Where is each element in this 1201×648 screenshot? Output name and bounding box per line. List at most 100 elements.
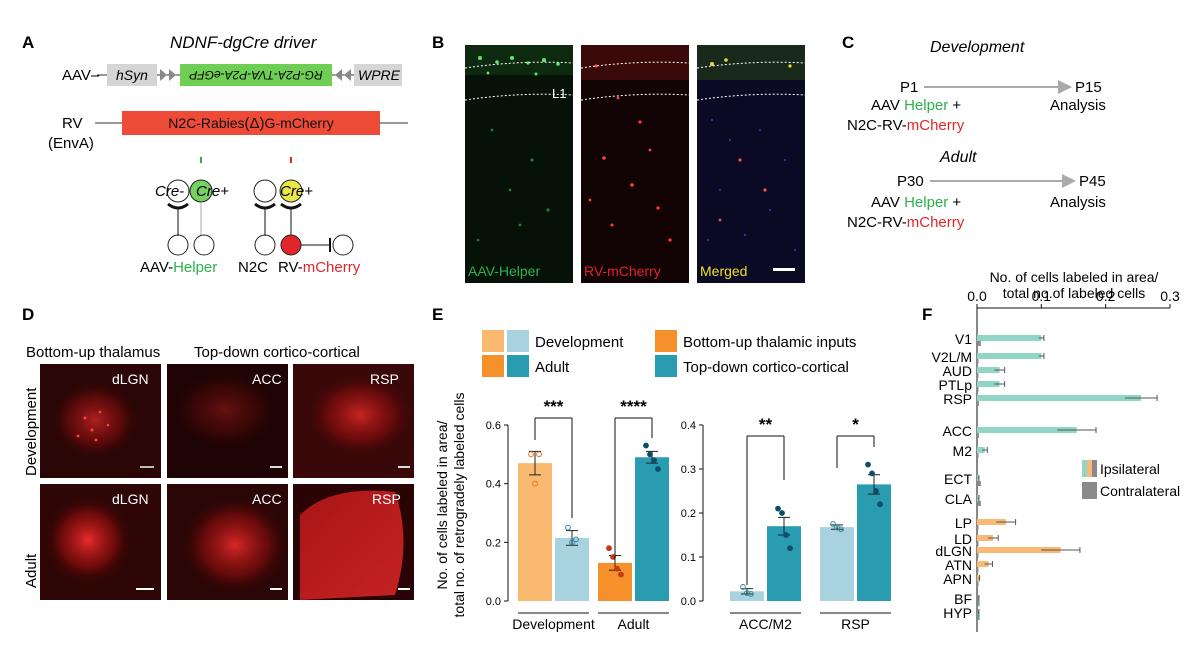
ipsilateral-bar (977, 335, 1042, 341)
cre-plus-label-2: Cre+ (280, 183, 313, 200)
micro-helper-label: AAV-Helper (468, 263, 540, 279)
contralateral-bar (977, 401, 979, 406)
panel-e: Development Adult Bottom-up thalamic inp… (434, 330, 856, 617)
y-tick-label: 0.6 (486, 420, 501, 432)
adult-aav-helper: AAV Helper + (871, 194, 961, 211)
category-label: M2 (953, 443, 973, 459)
ipsilateral-bar (977, 427, 1077, 433)
data-point (569, 539, 575, 546)
hsyn-label: hSyn (116, 67, 148, 83)
f-legend-swatch-ipsi-3 (1092, 460, 1097, 477)
ipsilateral-bar (977, 575, 979, 581)
y-tick-label: 0.2 (681, 508, 696, 520)
n2c-target-cell (254, 234, 276, 256)
data-point (618, 571, 624, 578)
contralateral-bar (977, 615, 980, 620)
y-tick-label: 0.0 (681, 596, 696, 608)
x-tick-label: 0.0 (967, 288, 987, 304)
legend-adult: Adult (535, 359, 570, 376)
contralateral-bar (977, 387, 979, 392)
data-point (740, 584, 746, 590)
rv-label: RV (62, 115, 83, 132)
data-point (651, 457, 657, 464)
lox-arrow-2 (169, 69, 176, 81)
ipsilateral-bar (977, 447, 985, 453)
y-tick-label: 0.4 (486, 479, 501, 491)
mcherry-cell (280, 234, 302, 256)
category-label: V1 (955, 331, 972, 347)
panel-a-title: NDNF-dgCre driver (170, 33, 318, 52)
adult-start: P30 (897, 173, 924, 190)
row-label-development: Development (23, 387, 40, 476)
category-label: RSP (943, 391, 972, 407)
micro-dev-dlgn-label: dLGN (112, 371, 149, 387)
adult-end: P45 (1079, 173, 1106, 190)
dev-end-sub: Analysis (1050, 97, 1106, 114)
data-point (528, 451, 534, 458)
category-label: ACC (942, 423, 972, 439)
micro-adult-dlgn-label: dLGN (112, 491, 149, 507)
panel-f: No. of cells labeled in area/ total no.o… (990, 269, 1180, 499)
category-label: ACC/M2 (739, 616, 792, 632)
legend-development: Development (535, 334, 624, 351)
panel-b: AAV-Helper RV-mCherry (464, 45, 806, 283)
legend-swatch-thalamic (655, 330, 677, 352)
ipsilateral-bar (977, 535, 994, 541)
data-point (873, 488, 879, 494)
ipsilateral-bar (977, 395, 1142, 401)
contralateral-bar (977, 481, 981, 486)
category-label: ATN (945, 557, 972, 573)
adult-title: Adult (939, 149, 977, 166)
category-label: PTLp (939, 377, 973, 393)
wpre-box (354, 64, 402, 86)
data-point (643, 442, 649, 449)
contralateral-bar (977, 433, 979, 438)
micro-helper: AAV-Helper (464, 45, 574, 283)
legend-swatch-ad-thal (482, 355, 504, 377)
construct-box (180, 64, 332, 86)
category-label: AUD (942, 363, 972, 379)
f-legend-swatch-contra (1082, 482, 1097, 499)
data-point (865, 461, 871, 468)
data-point (573, 536, 579, 543)
contralateral-bar (977, 453, 979, 458)
wpre-label: WPRE (358, 67, 401, 83)
bar (857, 484, 891, 601)
micro-adult-acc-label: ACC (252, 491, 282, 507)
bar (730, 591, 764, 601)
ipsilateral-bar (977, 367, 1000, 373)
data-point (536, 451, 542, 458)
e-ylabel-line1: No. of cells labeled in area/ (434, 420, 450, 589)
data-point (647, 451, 653, 458)
contralateral-bar (977, 601, 980, 606)
y-tick-label: 0.3 (681, 464, 696, 476)
ipsilateral-bar (977, 547, 1061, 553)
category-label: LP (955, 515, 972, 531)
rabies-box (122, 111, 380, 135)
micro-merged: Merged (696, 45, 806, 283)
panel-d: Bottom-up thalamus Top-down cortico-cort… (23, 344, 415, 600)
data-point (838, 526, 844, 533)
bar (635, 457, 669, 601)
dev-end: P15 (1075, 79, 1102, 96)
chart-e-right: 0.00.10.20.30.4 ** *ACC/M2 RSP (681, 415, 891, 632)
ipsilateral-bar (977, 561, 989, 567)
contralateral-bar (977, 581, 979, 586)
helper-cell-1 (167, 234, 189, 256)
legend-swatch-cortical (655, 355, 677, 377)
data-point (655, 466, 661, 472)
lox-arrow-4 (344, 69, 351, 81)
f-title-line1: No. of cells labeled in area/ (990, 269, 1159, 285)
bar (555, 537, 589, 601)
panel-letter-f: F (922, 305, 932, 324)
category-label: BF (954, 591, 972, 607)
contralateral-bar (977, 501, 981, 506)
micro-adult-rsp: RSP (293, 484, 414, 600)
data-point (748, 591, 754, 597)
x-tick-label: 0.3 (1160, 288, 1180, 304)
rv-mcherry-label: RV-mCherry (278, 259, 361, 276)
legend-swatch-dev-cort (507, 330, 529, 352)
sig-stars: **** (620, 397, 647, 416)
